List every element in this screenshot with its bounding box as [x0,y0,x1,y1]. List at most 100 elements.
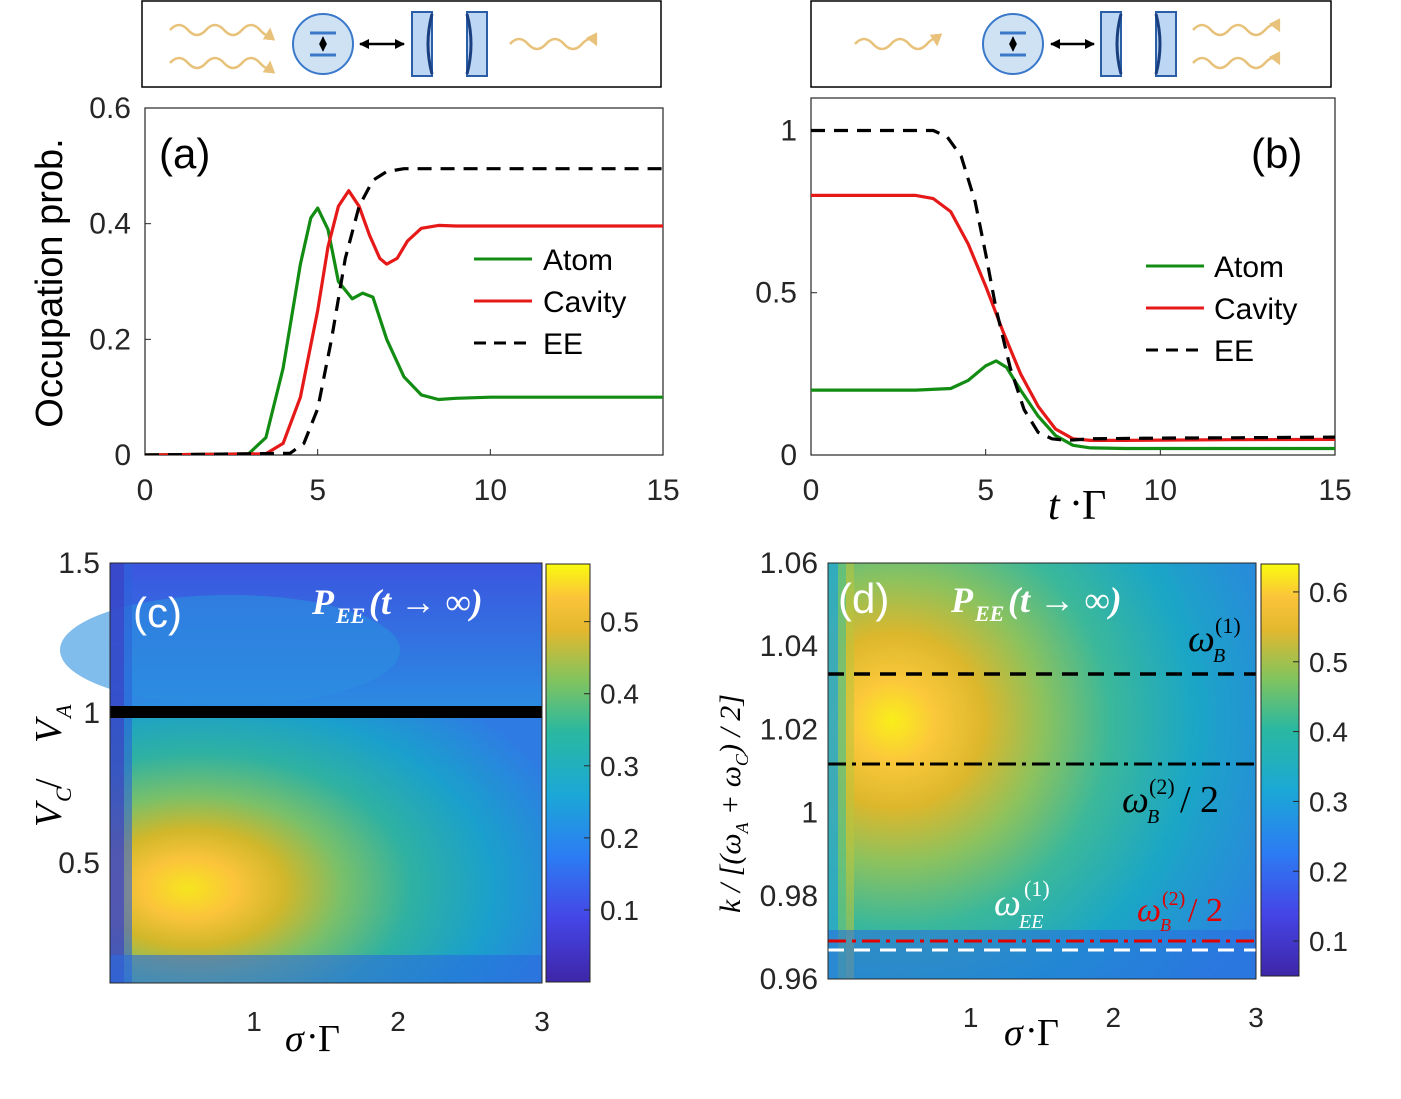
panel-a: 0 5 10 15 0 0.2 0.4 0.6 (a) Occupation prob. At… [29,92,680,507]
label-omega-b2-half-red: ω B (2) / 2 [1137,888,1223,935]
svg-text:·: · [1025,1010,1038,1052]
y-tick-label: 0.5 [755,277,797,310]
series-atom-line [145,206,663,455]
svg-text:(1): (1) [1024,876,1050,901]
panel-d-ticks: 1 2 3 0.96 0.98 1 1.02 1.04 1.06 0.1 0.2 0.3 0.4 0.5 0… [760,547,1348,1033]
x-tick-label: 0 [137,474,154,507]
x-tick-label: 15 [646,474,679,507]
colorbar-tick-label: 0.2 [1309,856,1348,887]
svg-text:ω: ω [1188,618,1215,660]
y-tick-label: 1 [83,697,100,730]
legend-atom: Atom [543,244,613,277]
legend-cavity: Cavity [1214,293,1297,326]
x-tick-label: 2 [390,1006,406,1037]
y-tick-label: 0.6 [89,92,131,125]
panel-d-annotation: P EE (t → ∞) [950,580,1122,626]
panel-d-ylabel: k / [(ωA + ωC) / 2] [714,694,752,913]
heatmap-c-field [110,713,542,983]
panel-c-annotation: P EE (t → ∞) [311,582,483,628]
legend-atom: Atom [1214,251,1284,284]
label-omega-b2-half: ω B (2) / 2 [1122,774,1219,828]
svg-text:·: · [1069,481,1083,527]
svg-text:/: / [28,778,70,789]
svg-text:ω: ω [994,882,1021,924]
svg-text:EE: EE [974,601,1004,626]
x-tick-label: 1 [963,1002,979,1033]
x-tick-label: 5 [309,474,326,507]
panel-c-xlabel: σ · Γ [285,1016,340,1060]
legend-ee: EE [543,328,583,361]
colorbar-tick-label: 0.1 [600,895,639,926]
x-tick-label: 0 [803,474,820,507]
label-omega-ee1: ω EE (1) [994,876,1050,933]
colorbar-tick-label: 0.4 [1309,717,1348,748]
panel-b-label: (b) [1251,130,1302,177]
photon-wave-in-1 [169,23,276,41]
svg-text:Γ: Γ [318,1018,340,1060]
y-tick-label: 1.06 [760,547,818,580]
svg-text:Γ: Γ [1037,1012,1059,1054]
svg-text:P: P [950,580,974,620]
svg-text:B: B [1213,645,1225,667]
legend-cavity: Cavity [543,286,626,319]
panel-d: 1 2 3 0.96 0.98 1 1.02 1.04 1.06 0.1 0.2 0.3 0.4 0.5 0… [714,547,1348,1054]
svg-text:B: B [1160,915,1171,935]
schematic-right [810,0,1332,88]
series-ee-line [811,128,1335,442]
colorbar-tick-label: 0.1 [1309,926,1348,957]
panel-a-ylabel: Occupation prob. [29,138,71,427]
label-omega-b1: ω B (1) [1188,613,1241,667]
svg-text:V: V [28,800,70,827]
x-tick-label: 2 [1106,1002,1122,1033]
photon-wave-out-1 [1192,18,1281,37]
svg-text:ω: ω [1137,892,1161,929]
panel-a-ticks: 0 5 10 15 0 0.2 0.4 0.6 [89,92,679,507]
svg-text:(t → ∞): (t → ∞) [1008,580,1122,620]
schematic-left [141,0,662,88]
svg-text:EE: EE [335,603,365,628]
panel-c-label: (c) [133,589,182,636]
series-cavity-line [145,189,663,455]
photon-wave-in-2 [169,56,276,74]
colorbar-tick-label: 0.5 [1309,647,1348,678]
legend-ee: EE [1214,335,1254,368]
y-tick-label: 1 [801,797,818,830]
panel-d-xlabel: σ · Γ [1004,1010,1059,1054]
svg-text:ω: ω [1122,779,1149,821]
y-tick-label: 0.98 [760,880,818,913]
panel-b-series [811,128,1335,451]
photon-wave-out-2 [1192,51,1281,70]
panel-d-label: (d) [838,575,889,622]
svg-text:(t → ∞): (t → ∞) [369,582,483,622]
x-tick-label: 15 [1318,474,1351,507]
colorbar-tick-label: 0.6 [1309,577,1348,608]
x-tick-label: 3 [1248,1002,1264,1033]
svg-text:(1): (1) [1215,613,1241,638]
colorbar-tick-label: 0.3 [1309,786,1348,817]
y-tick-label: 0 [780,439,797,472]
heatmap-d-field [828,563,1256,979]
svg-text:t: t [1048,483,1061,529]
x-tick-label: 5 [977,474,994,507]
svg-text:/ 2: / 2 [1180,779,1219,821]
svg-text:σ: σ [285,1018,305,1060]
cavity-mirror-icon [1100,11,1177,77]
panel-b-ticks: 0 5 10 15 0 0.5 1 [755,114,1351,507]
svg-text:(2): (2) [1149,774,1175,799]
x-tick-label: 1 [246,1006,262,1037]
panel-c: 1 2 3 0.5 1 1.5 0.1 0.2 0.3 0.4 0.5 (c) P EE (t → … [28,547,639,1060]
panel-a-legend: Atom Cavity EE [474,244,626,361]
panel-c-ticks: 1 2 3 0.5 1 1.5 0.1 0.2 0.3 0.4 0.5 [58,547,639,1037]
y-tick-label: 1.5 [58,547,100,580]
photon-wave-out [509,32,598,51]
y-tick-label: 1.02 [760,713,818,746]
colorbar-c [545,563,591,983]
photon-wave-in [854,33,943,51]
x-tick-label: 10 [474,474,507,507]
svg-text:B: B [1147,806,1159,828]
colorbar-tick-label: 0.4 [600,679,639,710]
series-atom-line [811,359,1335,451]
svg-text:A: A [51,704,76,720]
svg-text:P: P [311,582,335,622]
